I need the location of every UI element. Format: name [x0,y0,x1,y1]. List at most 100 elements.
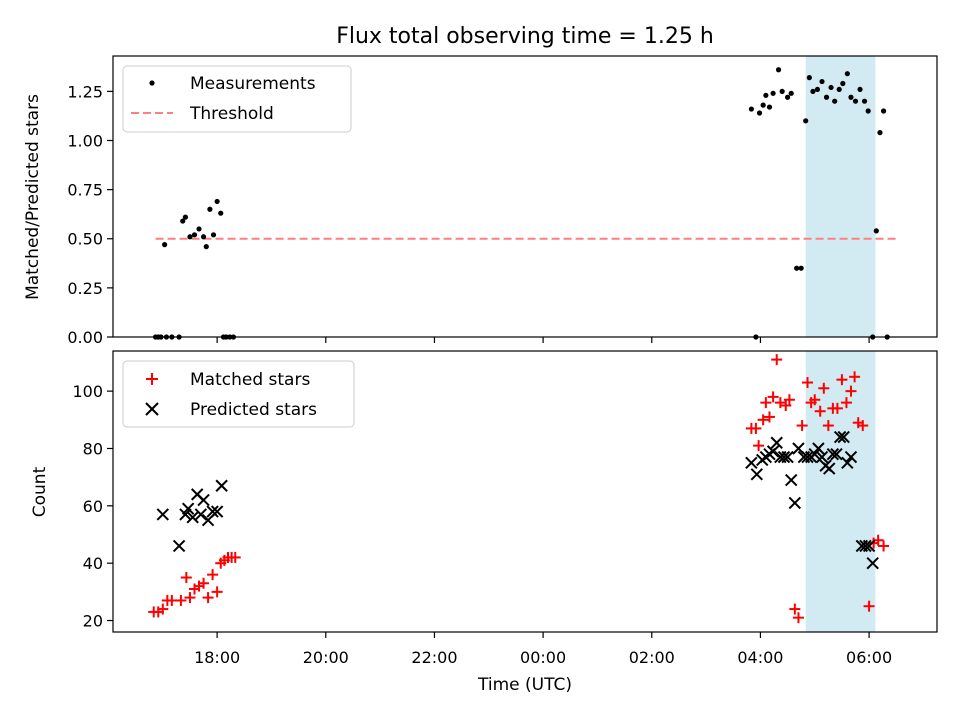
measurement-point [207,206,213,212]
legend-measurements-label: Measurements [190,74,316,94]
legend-predicted-label: Predicted stars [190,400,317,420]
measurement-point [840,80,846,87]
matched-star-point [198,577,210,589]
top-y-axis: 0.00 0.25 0.50 0.75 1.00 1.25 [67,82,113,347]
y-tick-label: 60 [83,497,103,516]
measurement-point [865,108,871,114]
legend-predicted-marker [145,402,159,416]
measurement-point [836,86,842,93]
x-tick-label: 06:00 [846,648,892,667]
x-tick-label: 04:00 [737,648,783,667]
predicted-star-point [812,442,825,455]
measurement-point [877,130,883,136]
predicted-star-point [186,511,199,524]
bottom-legend: Matched stars Predicted stars [122,360,355,428]
matched-star-point [753,440,765,452]
measurement-point [873,228,879,234]
measurement-point [798,265,804,271]
measurement-point [766,104,773,110]
x-tick-label: 22:00 [411,648,457,667]
predicted-star-point [841,456,854,470]
measurement-point [880,108,887,114]
matched-star-point [792,612,804,624]
matched-star-point [809,394,821,406]
measurement-point [814,86,821,93]
top-legend: Measurements Threshold [122,65,352,133]
x-tick-label: 02:00 [629,648,675,667]
matched-star-point [857,420,869,432]
measurement-point [162,242,168,248]
y-tick-label: 40 [83,554,103,573]
matched-star-point [202,592,214,604]
measurement-point [180,218,186,224]
measurement-point [823,94,830,100]
x-tick-label: 20:00 [303,648,349,667]
matched-star-point [831,402,843,414]
measurement-point [756,110,763,116]
predicted-star-point [815,450,829,464]
matched-star-point [802,377,814,389]
measurement-point [210,232,217,238]
measurement-point [848,94,854,100]
predicted-star-point [830,448,843,461]
measurement-point [844,71,850,77]
measurement-point [191,232,198,238]
top-x-axis [216,337,870,343]
measurement-point [748,106,754,112]
matched-star-point [767,391,779,403]
measurement-point [182,214,189,220]
top-axes-frame [112,55,938,338]
matched-star-point [818,382,830,394]
predicted-star-point [837,430,850,444]
measurement-point [788,90,794,96]
measurement-point [828,84,834,91]
bottom-highlight-band [805,351,876,632]
x-axis-label: Time (UTC) [477,675,572,695]
measurement-point [784,94,791,100]
legend-measurements-marker [149,80,155,86]
y-tick-label: 1.25 [67,82,103,101]
measurement-point [806,75,812,81]
matched-star-point [771,354,783,366]
bottom-panel: 20 40 60 80 100 18:00 20:00 22:00 00:00 02:00 04:… [30,350,938,695]
predicted-star-point [215,479,228,492]
matched-star-point [157,603,169,615]
matched-star-point [180,572,192,584]
predicted-star-point [826,448,840,461]
matched-star-point [822,420,834,432]
predicted-star-point [210,505,224,518]
matched-star-point [796,420,808,432]
y-tick-label: 20 [83,612,103,631]
matched-star-point [863,600,875,612]
top-highlight-band [805,56,876,337]
matched-star-point [814,405,826,417]
predicted-star-point [766,445,780,458]
legend-matched-label: Matched stars [190,370,310,390]
predicted-star-point [745,456,758,470]
matched-star-point [783,394,795,406]
predicted-star-point [781,450,794,464]
matched-star-point [789,603,801,615]
top-panel: 0.00 0.25 0.50 0.75 1.00 1.25 Matched/Predict… [23,55,938,347]
bottom-x-axis: 18:00 20:00 22:00 00:00 02:00 04:00 06:00 [194,632,892,667]
predicted-star-point [801,450,814,464]
predicted-star-point [808,448,821,461]
bottom-axes-frame [112,350,938,633]
measurement-point [852,98,859,104]
matched-star-point [840,397,852,409]
predicted-star-point [156,508,170,521]
matched-star-point [872,534,884,546]
chart-title: Flux total observing time = 1.25 h [336,24,714,49]
matched-star-point [878,540,890,552]
predicted-star-point [823,462,836,475]
matched-star-point [757,414,769,426]
y-tick-label: 0.25 [67,279,103,298]
measurement-point [803,118,809,124]
matched-star-point [184,592,196,604]
predicted-star-point [788,496,802,510]
matched-star-point [175,594,187,606]
predicted-star-point [750,468,764,481]
x-tick-label: 18:00 [194,648,240,667]
matched-star-point [760,397,772,409]
